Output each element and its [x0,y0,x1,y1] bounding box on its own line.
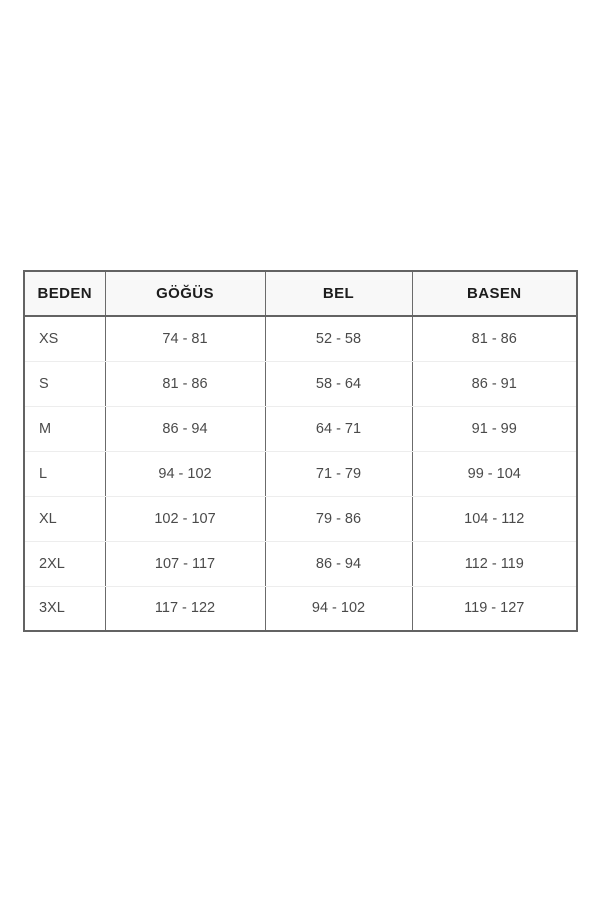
size-chart-table: BEDEN GÖĞÜS BEL BASEN XS 74 - 81 52 - 58… [23,270,578,632]
hip-range-cell: 99 - 104 [411,450,578,497]
table-row-xs: XS 74 - 81 52 - 58 81 - 86 [23,316,578,362]
chest-range-cell: 74 - 81 [104,316,266,362]
size-cell: M [23,405,106,452]
hip-range-cell: 86 - 91 [411,360,578,407]
table-row-2xl: 2XL 107 - 117 86 - 94 112 - 119 [23,540,578,587]
size-cell: S [23,360,106,407]
header-row: BEDEN GÖĞÜS BEL BASEN [23,271,578,317]
hip-range-cell: 81 - 86 [411,316,578,362]
column-header-basen: BASEN [411,271,578,317]
waist-range-cell: 94 - 102 [264,585,413,631]
hip-range-cell: 119 - 127 [411,585,578,631]
column-header-bel: BEL [264,271,413,317]
size-cell: 2XL [23,540,106,587]
waist-range-cell: 64 - 71 [264,405,413,452]
chest-range-cell: 102 - 107 [104,495,266,542]
chest-range-cell: 81 - 86 [104,360,266,407]
waist-range-cell: 58 - 64 [264,360,413,407]
size-cell: XL [23,495,106,542]
table-row-s: S 81 - 86 58 - 64 86 - 91 [23,360,578,407]
chest-range-cell: 117 - 122 [104,585,266,631]
hip-range-cell: 112 - 119 [411,540,578,587]
table-row-m: M 86 - 94 64 - 71 91 - 99 [23,405,578,452]
column-header-gogus: GÖĞÜS [104,271,266,317]
waist-range-cell: 52 - 58 [264,316,413,362]
size-chart-header: BEDEN GÖĞÜS BEL BASEN [23,271,578,317]
chest-range-cell: 94 - 102 [104,450,266,497]
waist-range-cell: 79 - 86 [264,495,413,542]
table-row-3xl: 3XL 117 - 122 94 - 102 119 - 127 [23,585,578,631]
waist-range-cell: 71 - 79 [264,450,413,497]
hip-range-cell: 104 - 112 [411,495,578,542]
hip-range-cell: 91 - 99 [411,405,578,452]
chest-range-cell: 107 - 117 [104,540,266,587]
size-cell: 3XL [23,585,106,631]
waist-range-cell: 86 - 94 [264,540,413,587]
size-cell: XS [23,316,106,362]
table-row-xl: XL 102 - 107 79 - 86 104 - 112 [23,495,578,542]
chest-range-cell: 86 - 94 [104,405,266,452]
table-row-l: L 94 - 102 71 - 79 99 - 104 [23,450,578,497]
column-header-beden: BEDEN [23,271,106,317]
size-chart-body: XS 74 - 81 52 - 58 81 - 86 S 81 - 86 58 … [23,316,578,631]
size-cell: L [23,450,106,497]
